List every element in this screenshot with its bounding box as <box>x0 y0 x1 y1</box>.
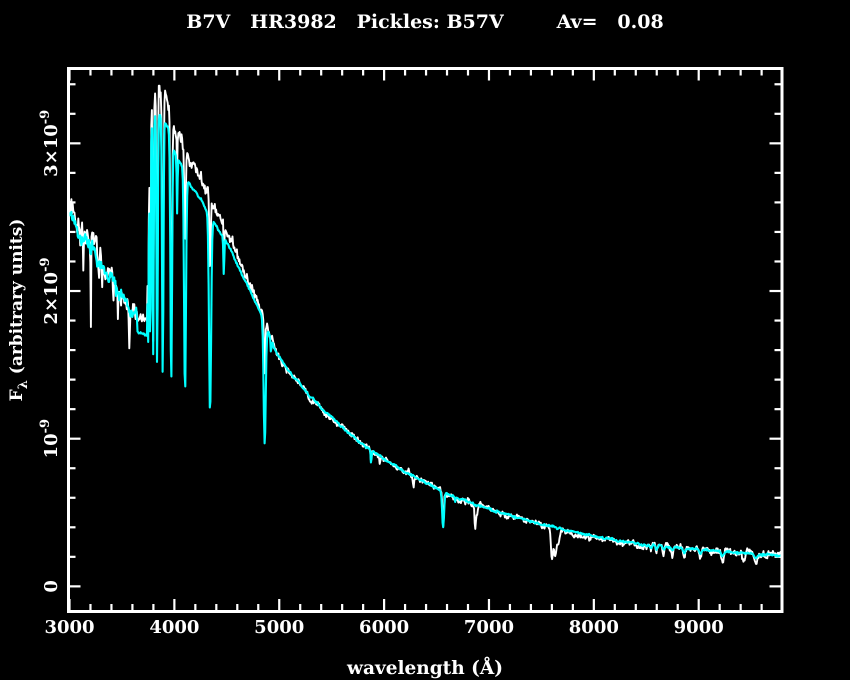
x-tick-label: 7000 <box>464 617 514 638</box>
plot-frame <box>67 67 784 613</box>
y-axis-title: Fλ (arbitrary units) <box>7 219 31 402</box>
y-tick-label: 2×10-9 <box>38 257 62 324</box>
y-tick-labels: 0 10-9 2×10-9 3×10-9 <box>38 110 62 593</box>
series-pickles-template-B57V <box>69 114 781 560</box>
x-tick-label: 3000 <box>44 617 94 638</box>
y-tick-label: 10-9 <box>38 419 62 459</box>
x-tick-label: 8000 <box>569 617 619 638</box>
series-group <box>69 84 781 565</box>
x-axis-title: wavelength (Å) <box>346 656 503 679</box>
y-tick-label: 0 <box>41 580 62 593</box>
x-tick-label: 4000 <box>149 617 199 638</box>
x-tick-label: 9000 <box>674 617 724 638</box>
x-tick-label: 6000 <box>359 617 409 638</box>
x-tick-labels: 3000 4000 5000 6000 7000 8000 9000 <box>44 617 723 638</box>
plot-title: B7V HR3982 Pickles: B57V Av= 0.08 <box>186 11 664 33</box>
y-tick-label: 3×10-9 <box>38 110 62 177</box>
x-tick-label: 5000 <box>254 617 304 638</box>
axis-ticks <box>68 69 781 610</box>
